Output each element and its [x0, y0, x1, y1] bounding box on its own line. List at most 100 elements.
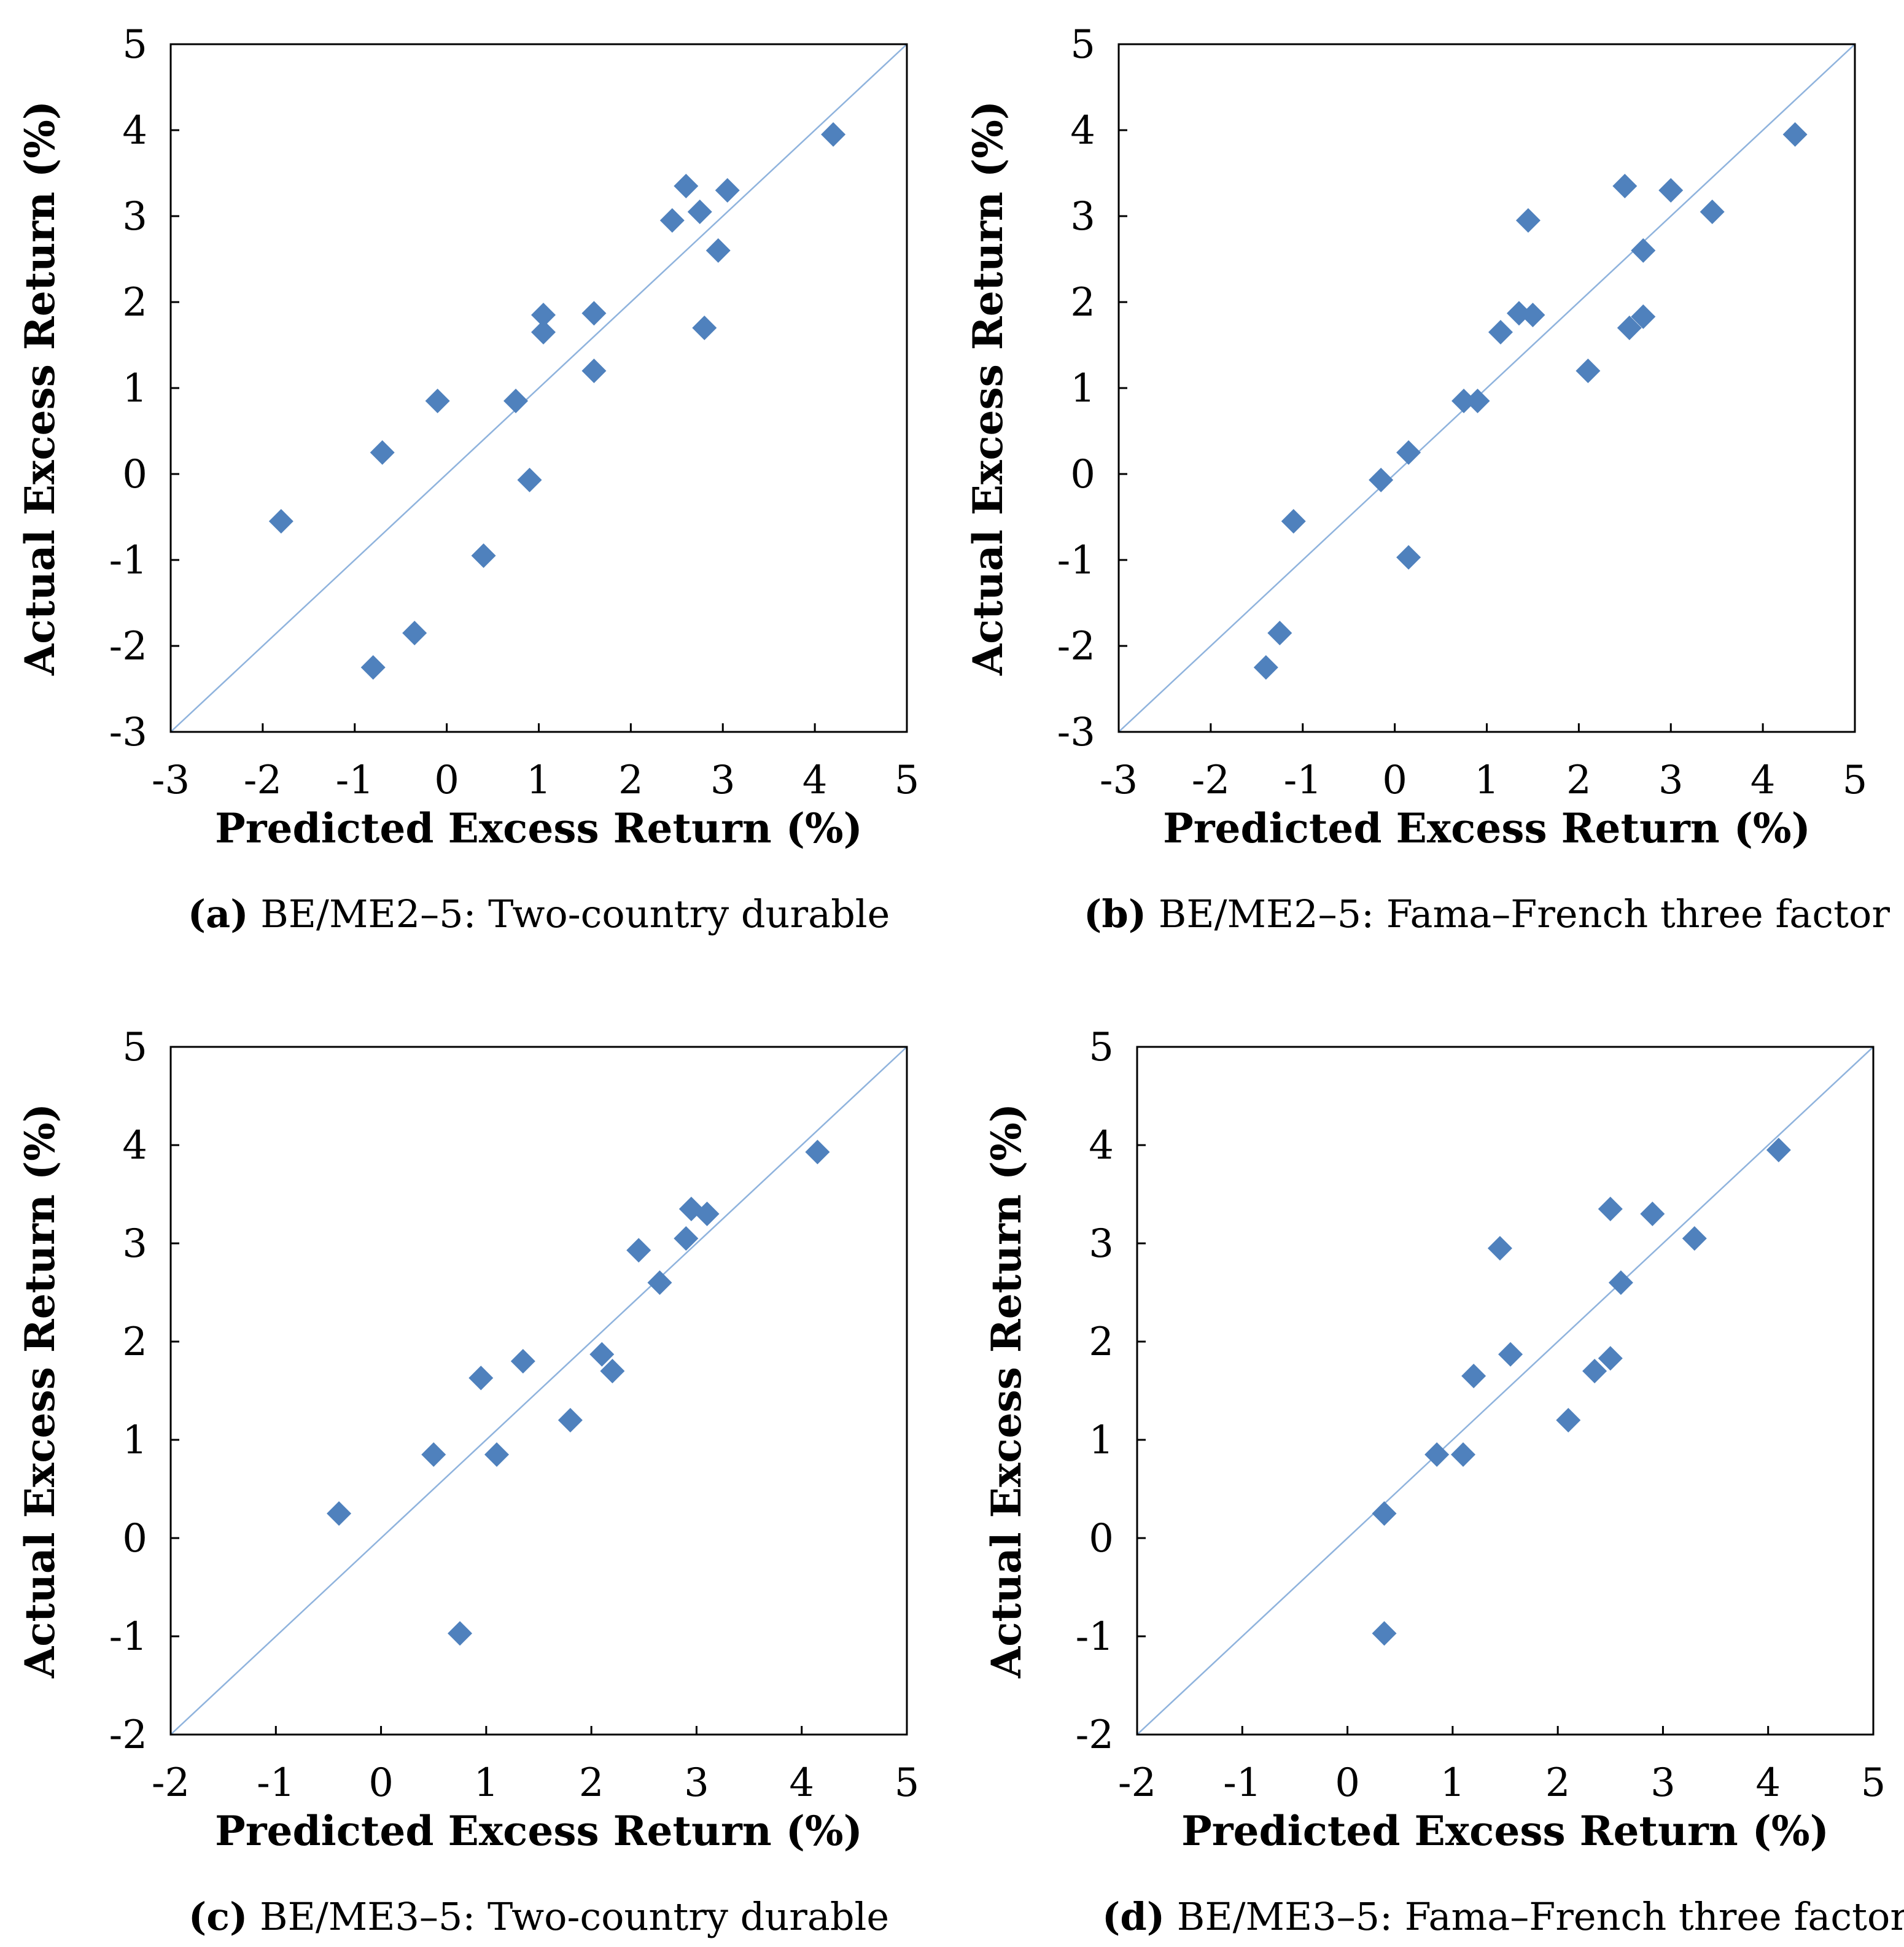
x-tick-label: 4: [802, 758, 828, 803]
data-point: [1396, 440, 1421, 465]
y-tick-label: 4: [1089, 1123, 1114, 1168]
data-point: [1682, 1226, 1707, 1251]
caption-label: (b): [1084, 892, 1146, 936]
data-point: [402, 621, 427, 645]
data-point: [448, 1621, 473, 1646]
panel-caption: (c) BE/ME3–5: Two-country durable: [188, 1894, 889, 1939]
x-axis-title: Predicted Excess Return (%): [1181, 1807, 1829, 1855]
data-point: [1424, 1442, 1450, 1467]
x-tick-label: 0: [1335, 1760, 1360, 1806]
x-tick-label: 3: [684, 1760, 709, 1806]
plot-frame: [1136, 1046, 1875, 1736]
reference-line: [1118, 44, 1855, 733]
data-point: [268, 509, 293, 534]
data-point: [1461, 1364, 1486, 1388]
data-point: [1372, 1621, 1397, 1646]
data-point: [471, 543, 496, 568]
data-point: [1617, 316, 1642, 340]
x-tick-label: 1: [1474, 758, 1499, 803]
x-tick-label: 3: [710, 758, 736, 803]
data-point: [327, 1501, 352, 1526]
data-point: [1576, 359, 1601, 383]
data-point: [1766, 1138, 1791, 1162]
caption-label: (d): [1102, 1894, 1165, 1939]
data-point: [647, 1270, 672, 1295]
data-point: [692, 316, 717, 340]
data-point: [705, 238, 731, 263]
x-tick-label: 0: [1382, 758, 1407, 803]
caption-text: BE/ME3–5: Fama–French three factor: [1165, 1894, 1904, 1939]
y-tick-label: -1: [109, 1614, 147, 1660]
caption-text: BE/ME2–5: Fama–French three factor: [1146, 892, 1890, 936]
data-point: [1782, 122, 1808, 147]
caption-label: (a): [188, 892, 249, 936]
caption-label: (c): [188, 1894, 247, 1939]
y-tick-label: -2: [109, 1712, 147, 1758]
x-tick-label: 3: [1658, 758, 1684, 803]
data-point: [503, 389, 529, 413]
y-tick-label: 1: [122, 1418, 147, 1463]
y-tick-label: -2: [1057, 624, 1095, 669]
data-point: [484, 1442, 509, 1467]
x-tick-label: -2: [1118, 1760, 1156, 1806]
data-point: [1488, 320, 1513, 344]
data-point: [1612, 174, 1638, 198]
y-tick-label: 5: [1089, 1025, 1114, 1070]
data-point: [626, 1238, 651, 1263]
x-tick-label: 4: [789, 1760, 814, 1806]
data-point: [1582, 1359, 1607, 1383]
data-point: [1465, 389, 1490, 413]
data-point: [1598, 1197, 1623, 1221]
x-tick-label: 0: [434, 758, 459, 803]
data-point: [659, 208, 685, 233]
y-tick-label: 1: [122, 366, 147, 411]
y-tick-label: 5: [122, 1025, 147, 1070]
y-tick-label: 2: [1089, 1319, 1114, 1365]
x-axis-title: Predicted Excess Return (%): [1163, 804, 1811, 852]
x-tick-label: 1: [1440, 1760, 1465, 1806]
y-tick-label: -1: [1076, 1614, 1114, 1660]
y-tick-label: 4: [122, 1123, 147, 1168]
x-tick-label: 5: [1861, 1760, 1886, 1806]
data-point: [370, 440, 395, 465]
x-tick-label: -1: [257, 1760, 295, 1806]
data-point: [421, 1442, 446, 1467]
x-tick-label: 2: [1545, 1760, 1571, 1806]
data-point: [1658, 178, 1684, 203]
reference-line: [170, 44, 907, 733]
x-tick-label: 4: [1755, 1760, 1781, 1806]
y-axis-title: Actual Excess Return (%): [16, 1103, 64, 1679]
data-point: [1253, 655, 1278, 680]
x-tick-label: -2: [244, 758, 282, 803]
data-point: [1267, 621, 1292, 645]
x-tick-label: 2: [1566, 758, 1591, 803]
y-tick-label: 4: [1070, 108, 1095, 154]
caption-text: BE/ME2–5: Two-country durable: [249, 892, 890, 936]
data-point: [674, 174, 699, 198]
x-axis-title: Predicted Excess Return (%): [215, 804, 863, 852]
y-tick-label: -2: [1076, 1712, 1114, 1758]
x-tick-label: 4: [1751, 758, 1776, 803]
x-tick-label: -1: [336, 758, 374, 803]
data-point: [1450, 1442, 1475, 1467]
x-tick-label: 5: [1843, 758, 1868, 803]
data-point: [517, 467, 542, 492]
y-tick-label: -1: [109, 538, 147, 583]
reference-line: [1137, 1046, 1874, 1735]
y-tick-label: -3: [109, 710, 147, 755]
data-point: [1515, 208, 1541, 233]
x-tick-label: 1: [473, 1760, 499, 1806]
data-point: [558, 1408, 583, 1432]
data-point: [581, 301, 607, 326]
data-point: [581, 359, 607, 383]
panel-a: -3 -2 -1 0 1 2 3 4 5 -3 -2 -1 0 1 2 3 4 5 Predicted Excess…: [16, 22, 919, 936]
y-tick-label: -2: [109, 624, 147, 669]
data-point: [589, 1342, 615, 1367]
data-point: [1520, 303, 1545, 327]
y-tick-label: 5: [122, 22, 147, 68]
y-tick-label: 2: [122, 1319, 147, 1365]
data-point: [1369, 467, 1394, 492]
data-point: [1631, 304, 1656, 329]
y-axis-title: Actual Excess Return (%): [982, 1103, 1030, 1679]
